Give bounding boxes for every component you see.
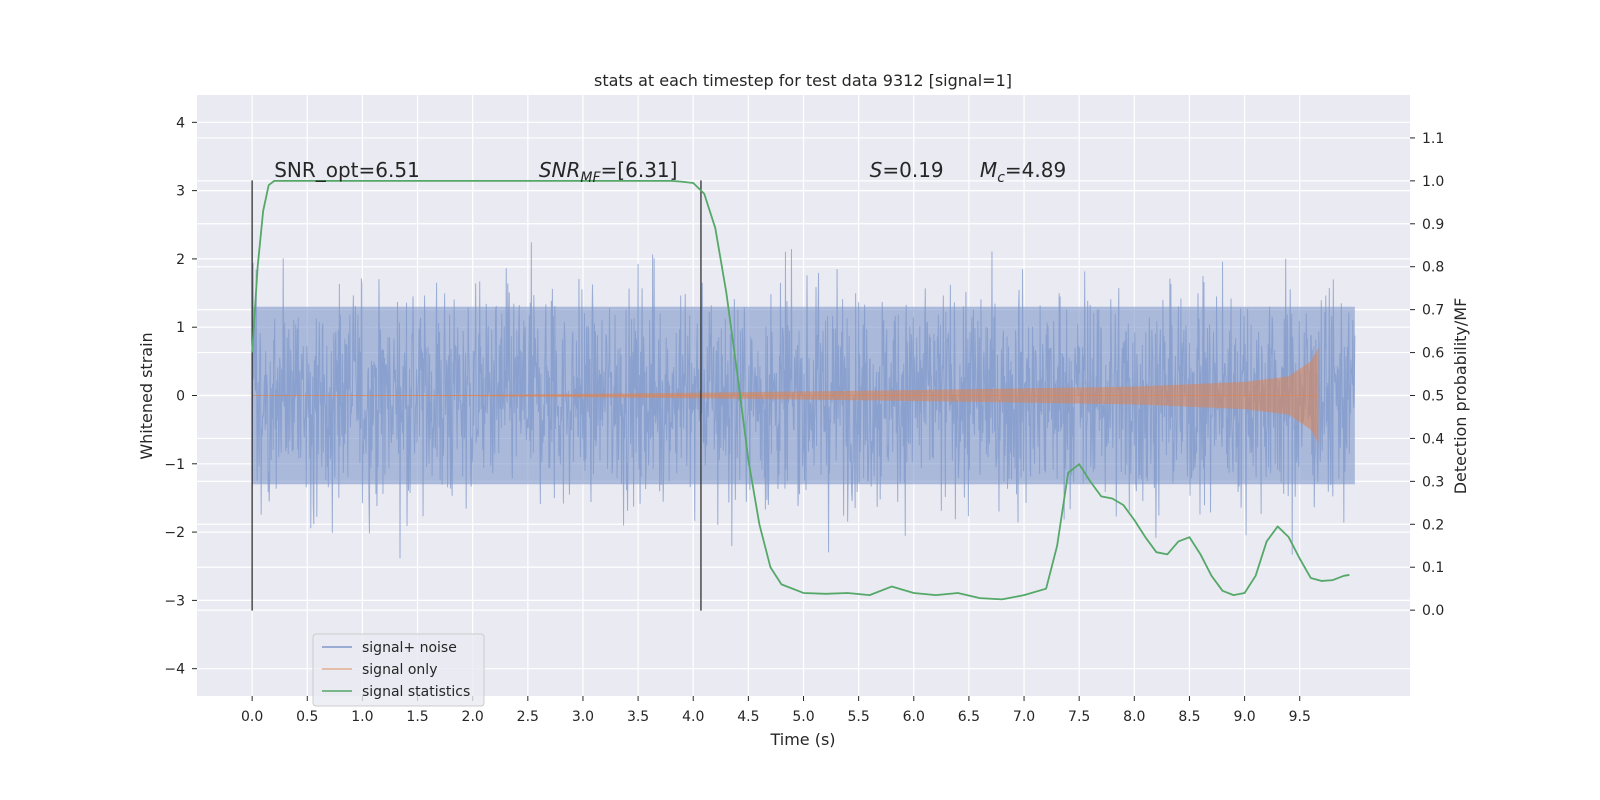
y-right-tick-label-1: 1.0 [1422, 174, 1444, 190]
y-right-tick-label-0: 1.1 [1422, 131, 1444, 147]
y-right-tick-label-6: 0.5 [1422, 389, 1444, 405]
x-tick-label-1: 0.5 [296, 709, 318, 725]
legend-label-signal-noise: signal+ noise [362, 640, 457, 656]
legend-box [312, 633, 485, 707]
y-right-tick-label-5: 0.6 [1422, 346, 1444, 362]
x-tick-label-12: 6.0 [903, 709, 925, 725]
y-left-tick-label-1: 3 [176, 184, 185, 200]
y-right-tick-label-10: 0.1 [1422, 560, 1444, 576]
y-axis-label-left: Whitened strain [137, 332, 156, 459]
x-tick-label-8: 4.0 [682, 709, 704, 725]
x-tick-label-7: 3.5 [627, 709, 649, 725]
y-right-tick-label-4: 0.7 [1422, 303, 1444, 319]
y-left-tick-label-8: −4 [164, 662, 185, 678]
x-tick-label-18: 9.0 [1233, 709, 1255, 725]
x-tick-label-4: 2.0 [462, 709, 484, 725]
x-tick-label-9: 4.5 [737, 709, 759, 725]
x-axis-label: Time (s) [769, 730, 835, 749]
y-left-tick-label-5: −1 [164, 457, 185, 473]
x-tick-label-13: 6.5 [958, 709, 980, 725]
ticks: 0.0 0.5 1.0 1.5 2.0 2.5 3.0 3.5 4.0 4.5 5.0 5.5 6.0 6… [164, 115, 1444, 725]
x-tick-label-6: 3.0 [572, 709, 594, 725]
y-right-tick-label-8: 0.3 [1422, 474, 1444, 490]
x-tick-label-2: 1.0 [351, 709, 373, 725]
x-tick-label-14: 7.0 [1013, 709, 1035, 725]
x-tick-label-17: 8.5 [1178, 709, 1200, 725]
y-left-tick-label-3: 1 [176, 320, 185, 336]
annotation-2: S=0.19 [870, 158, 944, 182]
x-tick-label-5: 2.5 [517, 709, 539, 725]
x-tick-label-15: 7.5 [1068, 709, 1090, 725]
x-tick-label-11: 5.5 [848, 709, 870, 725]
x-tick-label-19: 9.5 [1289, 709, 1311, 725]
legend: signal+ noise signal only signal statist… [312, 633, 485, 707]
chart-title: stats at each timestep for test data 931… [594, 71, 1012, 90]
x-tick-label-16: 8.0 [1123, 709, 1145, 725]
series-signal-only [252, 347, 1319, 444]
x-tick-label-0: 0.0 [241, 709, 263, 725]
y-right-tick-label-11: 0.0 [1422, 603, 1444, 619]
y-right-tick-label-7: 0.4 [1422, 431, 1444, 447]
y-left-tick-label-0: 4 [176, 115, 185, 131]
vertical-markers [251, 180, 702, 611]
y-left-tick-label-7: −3 [164, 593, 185, 609]
noise-line [251, 242, 1356, 559]
legend-label-signal-statistics: signal statistics [362, 684, 470, 700]
y-right-tick-label-2: 0.9 [1422, 217, 1444, 233]
legend-label-signal-only: signal only [362, 662, 437, 678]
annotations: SNR_opt=6.51 SNRMF=[6.31] S=0.19 Mc=4.89 [274, 158, 1066, 186]
y-left-tick-label-4: 0 [176, 389, 185, 405]
x-tick-label-10: 5.0 [792, 709, 814, 725]
y-left-tick-label-2: 2 [176, 252, 185, 268]
y-right-tick-label-3: 0.8 [1422, 260, 1444, 276]
annotation-1: SNRMF=[6.31] [539, 158, 678, 186]
annotation-3: Mc=4.89 [980, 158, 1066, 186]
y-right-tick-label-9: 0.2 [1422, 517, 1444, 533]
statistics-line [251, 179, 1350, 601]
x-tick-label-3: 1.5 [406, 709, 428, 725]
y-axis-label-right: Detection probability/MF [1451, 298, 1470, 495]
y-left-tick-label-6: −2 [164, 525, 185, 541]
series-signal-statistics [251, 179, 1350, 601]
annotation-0: SNR_opt=6.51 [274, 158, 420, 182]
